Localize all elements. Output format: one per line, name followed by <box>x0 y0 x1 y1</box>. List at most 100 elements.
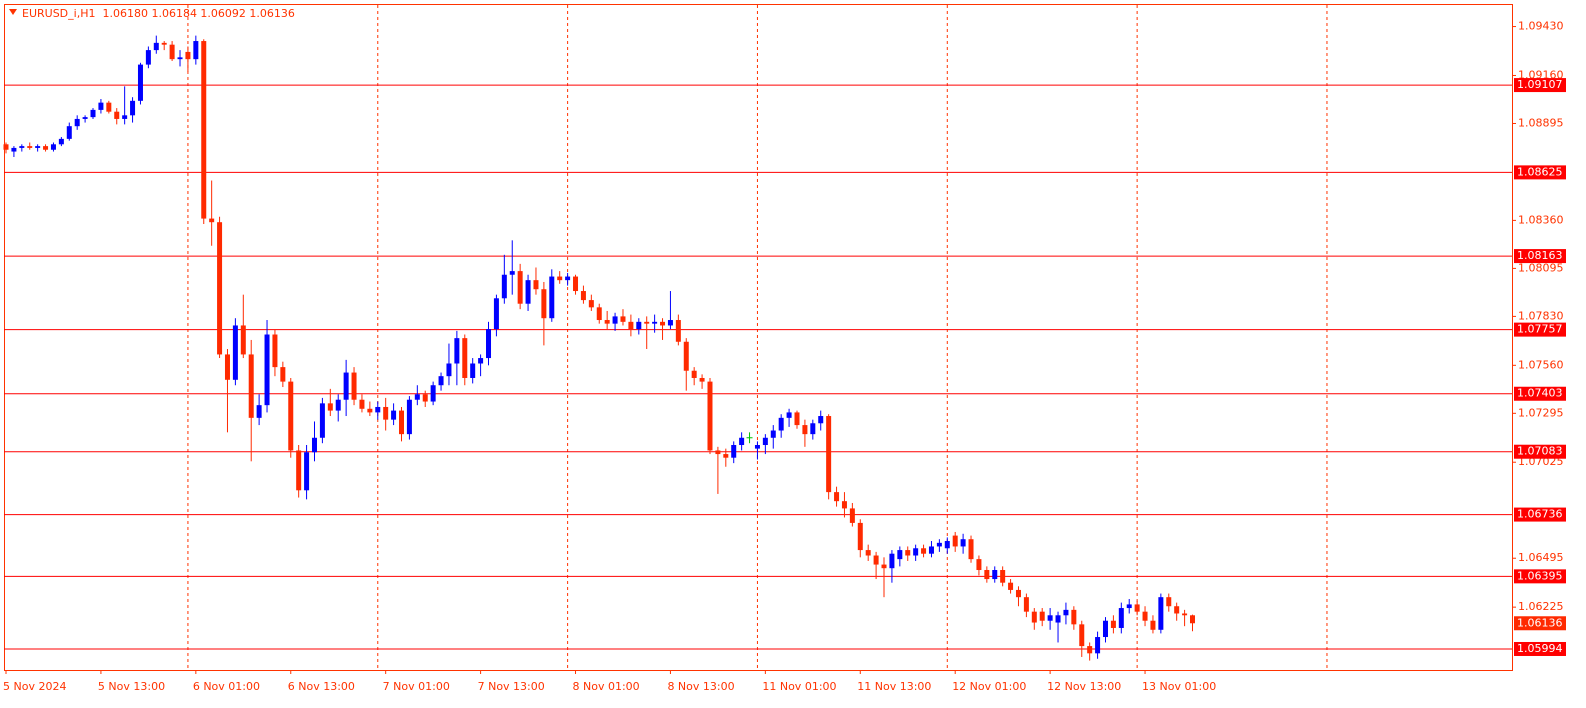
level-label: 1.06736 <box>1517 508 1563 521</box>
candle-body <box>319 403 325 438</box>
candle-body <box>580 291 586 301</box>
candle-body <box>122 115 128 119</box>
candle-body <box>1150 620 1156 630</box>
candle-body <box>1015 589 1021 598</box>
candle-body <box>430 385 436 402</box>
candle-body <box>399 410 404 435</box>
candle-body <box>470 363 476 378</box>
candle-body <box>1055 615 1061 623</box>
candle-body <box>367 408 373 413</box>
candle-body <box>11 147 17 152</box>
level-label: 1.07757 <box>1517 323 1563 336</box>
x-tick-label: 7 Nov 13:00 <box>478 680 545 693</box>
candle-body <box>525 280 531 304</box>
candle-body <box>137 64 143 101</box>
candle-body <box>74 118 80 127</box>
x-tick-label: 11 Nov 01:00 <box>762 680 836 693</box>
candle-body <box>739 437 745 446</box>
level-label-box <box>1514 322 1566 337</box>
candle-body <box>462 338 468 378</box>
candle-body <box>256 405 262 418</box>
candle-body <box>1118 608 1124 628</box>
candle-body <box>1023 597 1029 612</box>
y-tick-label: 1.08095 <box>1518 261 1564 274</box>
candle-body <box>1182 613 1188 616</box>
candle-body <box>90 109 96 118</box>
candle-body <box>217 222 223 355</box>
candle-body <box>351 372 357 400</box>
candle-body <box>533 280 539 290</box>
level-label-box <box>1514 507 1566 522</box>
candle-body <box>660 321 666 326</box>
y-tick-label: 1.08360 <box>1518 213 1564 226</box>
candle-body <box>636 321 642 330</box>
candle-body <box>501 274 507 299</box>
candle-body <box>936 542 942 547</box>
candle-body <box>98 102 104 110</box>
x-tick-label: 12 Nov 13:00 <box>1047 680 1121 693</box>
candle-body <box>691 370 697 378</box>
y-tick-label: 1.07295 <box>1518 406 1564 419</box>
y-tick-label: 1.09430 <box>1518 20 1564 33</box>
candle-body <box>1158 597 1164 630</box>
candle-body <box>185 51 191 60</box>
candle-body <box>604 320 610 324</box>
x-tick-label: 13 Nov 01:00 <box>1142 680 1216 693</box>
candle-body <box>1102 620 1108 638</box>
x-tick-label: 5 Nov 13:00 <box>98 680 165 693</box>
candle-body <box>438 376 444 386</box>
candle-body <box>897 550 903 560</box>
candle-body <box>628 321 634 330</box>
candle-body <box>1190 615 1195 624</box>
candle-body <box>153 42 159 51</box>
candle-body <box>541 289 547 319</box>
candle-body <box>667 320 673 326</box>
x-tick-label: 6 Nov 13:00 <box>288 680 355 693</box>
candle-body <box>3 144 9 150</box>
level-label: 1.06395 <box>1517 569 1563 582</box>
candle-body <box>549 276 555 319</box>
candle-body <box>145 50 151 65</box>
x-tick-label: 8 Nov 01:00 <box>573 680 640 693</box>
candle-body <box>1039 611 1045 621</box>
candle-body <box>82 117 88 119</box>
candle-body <box>841 501 847 509</box>
candle-body <box>810 423 816 435</box>
candle-body <box>327 403 333 411</box>
level-label-box <box>1514 249 1566 264</box>
candle-body <box>232 325 238 380</box>
level-label: 1.07083 <box>1517 445 1563 458</box>
candle-body <box>802 425 808 435</box>
candle-body <box>66 126 72 139</box>
candle-body <box>1126 604 1132 609</box>
candle-body <box>865 550 871 556</box>
candle-body <box>478 358 484 364</box>
candle-body <box>770 430 776 438</box>
candle-body <box>272 334 278 368</box>
candle-body <box>130 100 136 116</box>
level-label: 1.08625 <box>1517 165 1563 178</box>
x-tick-label: 12 Nov 01:00 <box>952 680 1026 693</box>
level-label-box <box>1514 386 1566 401</box>
candle-body <box>1174 606 1180 614</box>
candle-body <box>715 450 721 455</box>
candle-body <box>573 276 579 292</box>
level-label-box <box>1514 444 1566 459</box>
candle-body <box>1110 620 1116 628</box>
candle-body <box>240 325 246 355</box>
candle-body <box>612 316 618 324</box>
candle-body <box>359 399 365 409</box>
candle-body <box>644 321 650 324</box>
candle-body <box>928 546 934 554</box>
candle-body <box>248 354 254 418</box>
candle-body <box>1142 611 1148 621</box>
current-price: 1.06136 <box>1517 616 1563 629</box>
candle-body <box>58 138 64 145</box>
candle-body <box>201 41 207 219</box>
candle-body <box>50 144 56 150</box>
candle-body <box>1063 609 1069 616</box>
candle-body <box>280 367 286 382</box>
candle-body <box>834 492 840 502</box>
candle-body <box>35 146 41 148</box>
